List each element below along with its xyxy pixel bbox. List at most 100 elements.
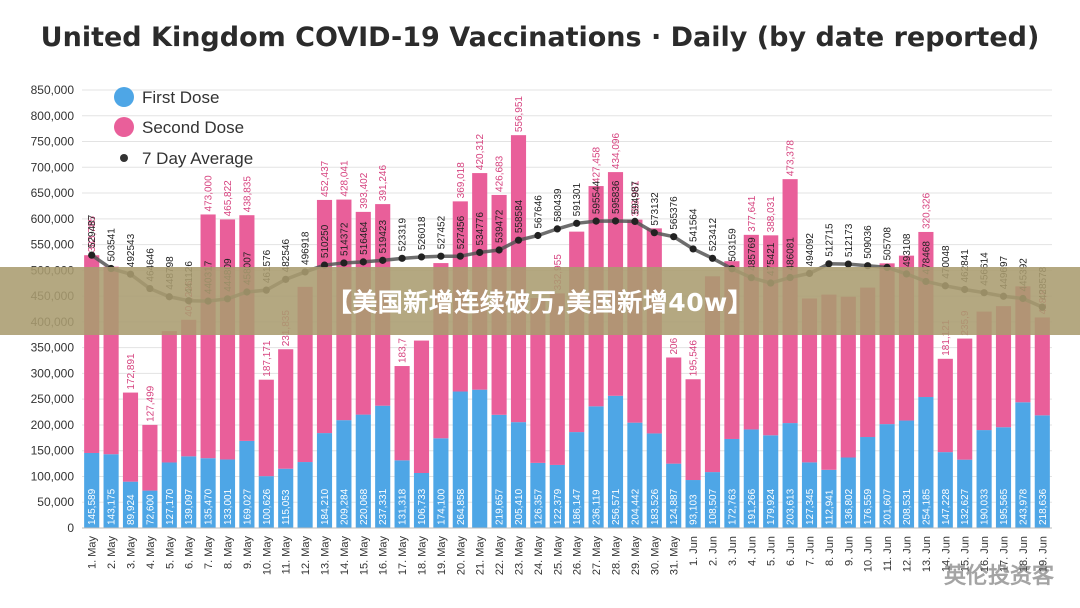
bar-first-dose: [1034, 415, 1050, 528]
seven-day-average-label: 461576: [262, 249, 273, 283]
seven-day-average-label: 580439: [553, 188, 564, 222]
seven-day-average-label: 527456: [456, 215, 467, 249]
first-dose-label: 127,170: [165, 488, 176, 525]
x-tick-label: 3. Jun: [727, 536, 739, 566]
x-tick-label: 23. May: [514, 536, 526, 576]
first-dose-label: 203,613: [786, 488, 797, 525]
y-tick-label: 650,000: [31, 186, 75, 200]
bar-first-dose: [375, 405, 391, 528]
bar-first-dose: [103, 454, 119, 528]
x-tick-label: 27. May: [591, 536, 603, 576]
bar-first-dose: [685, 480, 701, 528]
first-dose-label: 115,053: [281, 489, 292, 525]
bar-first-dose: [452, 391, 468, 528]
first-dose-label: 243,978: [1018, 488, 1029, 525]
x-tick-label: 12. Jun: [902, 536, 914, 572]
bar-second-dose: [200, 214, 216, 459]
first-dose-label: 209,284: [339, 488, 350, 525]
first-dose-label: 186,147: [572, 488, 583, 525]
seven-day-average-label: 512173: [844, 223, 855, 257]
legend-marker: [120, 154, 128, 162]
seven-day-average-label: 541564: [689, 208, 700, 242]
seven-day-average-point: [514, 236, 523, 244]
first-dose-label: 145,589: [87, 488, 98, 525]
x-tick-label: 2. May: [106, 536, 118, 570]
x-tick-label: 4. May: [145, 536, 157, 570]
bar-first-dose: [394, 460, 410, 528]
second-dose-label: 452,437: [320, 160, 331, 197]
bar-first-dose: [976, 430, 992, 528]
headline-banner-text: 【美国新增连续破万,美国新增40w】: [326, 288, 754, 317]
seven-day-average-label: 505708: [883, 227, 894, 261]
x-tick-label: 11. Jun: [882, 536, 894, 571]
seven-day-average-label: 523319: [398, 218, 409, 252]
second-dose-label: 393,402: [359, 172, 370, 209]
first-dose-label: 89,924: [126, 494, 137, 525]
first-dose-label: 126,357: [533, 488, 544, 525]
x-tick-label: 19. May: [436, 536, 448, 576]
bar-first-dose: [336, 420, 352, 528]
seven-day-average-label: 509036: [863, 225, 874, 259]
second-dose-label: 127,499: [145, 385, 156, 422]
x-tick-label: 16. May: [378, 536, 390, 576]
y-tick-label: 350,000: [31, 341, 75, 355]
second-dose-label: 181,121: [941, 319, 952, 356]
legend-label: 7 Day Average: [142, 149, 253, 168]
bar-first-dose: [239, 440, 255, 528]
first-dose-label: 106,733: [417, 488, 428, 525]
second-dose-label: 465,822: [223, 180, 234, 217]
bar-first-dose: [413, 473, 430, 528]
y-tick-label: 100,000: [31, 469, 75, 483]
x-tick-label: 9. Jun: [843, 536, 855, 566]
bar-first-dose: [937, 452, 953, 528]
first-dose-label: 127,345: [805, 488, 816, 525]
seven-day-average-label: 478468: [921, 241, 932, 275]
x-tick-label: 4. Jun: [746, 536, 758, 566]
seven-day-average-label: 594987: [630, 181, 641, 215]
first-dose-label: 135,470: [204, 488, 215, 525]
seven-day-average-label: 503159: [727, 228, 738, 262]
seven-day-average-label: 516464: [359, 221, 370, 255]
bar-first-dose: [898, 420, 915, 528]
seven-day-average-point: [379, 256, 387, 264]
second-dose-label: 426,683: [495, 155, 506, 192]
bar-second-dose: [161, 331, 177, 463]
seven-day-average-point: [573, 219, 581, 227]
x-tick-label: 10. May: [261, 536, 273, 576]
seven-day-average-label: 464646: [145, 248, 156, 282]
second-dose-label: 473,378: [786, 140, 797, 177]
seven-day-average-label: 462841: [960, 249, 971, 283]
bar-first-dose: [801, 462, 818, 528]
seven-day-average-label: 514372: [339, 222, 350, 256]
seven-day-average-point: [495, 246, 503, 254]
seven-day-average-point: [611, 217, 620, 225]
seven-day-average-point: [320, 261, 329, 269]
bar-first-dose: [957, 459, 973, 528]
seven-day-average-label: 470048: [941, 245, 952, 279]
x-tick-label: 26. May: [572, 536, 584, 576]
x-tick-label: 17. May: [397, 536, 409, 576]
first-dose-label: 124,887: [669, 488, 680, 525]
bar-first-dose: [200, 458, 216, 528]
x-tick-label: 9. May: [242, 536, 254, 570]
bar-second-dose: [219, 219, 236, 460]
first-dose-label: 204,442: [630, 488, 641, 525]
seven-day-average-label: 526018: [417, 216, 428, 250]
first-dose-label: 264,858: [456, 488, 467, 525]
second-dose-label: 391,246: [378, 165, 389, 202]
seven-day-average-label: 529487: [87, 214, 98, 248]
bar-second-dose: [278, 349, 294, 469]
first-dose-label: 195,565: [999, 488, 1010, 525]
bar-first-dose: [181, 456, 197, 528]
second-dose-label: 187,171: [262, 340, 273, 377]
bar-first-dose: [782, 423, 798, 528]
seven-day-average-label: 527452: [436, 215, 447, 249]
seven-day-average-label: 493108: [902, 233, 913, 267]
bar-first-dose: [142, 490, 158, 528]
x-tick-label: 5. Jun: [766, 536, 778, 566]
bar-first-dose: [704, 472, 721, 528]
bar-first-dose: [607, 395, 624, 528]
bar-first-dose: [627, 422, 643, 528]
seven-day-average-label: 482546: [281, 239, 292, 273]
bar-second-dose: [937, 358, 953, 453]
